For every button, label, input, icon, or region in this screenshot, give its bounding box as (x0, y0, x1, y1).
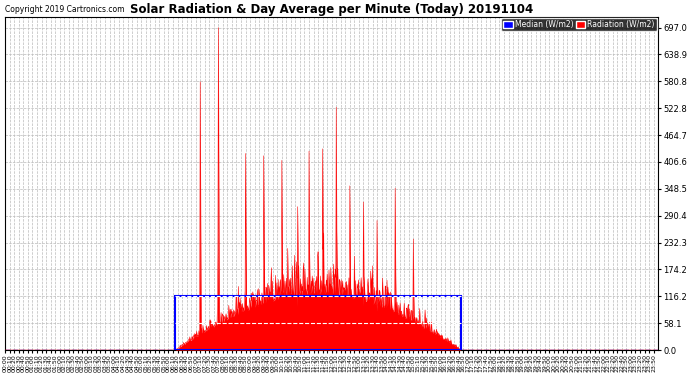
Title: Solar Radiation & Day Average per Minute (Today) 20191104: Solar Radiation & Day Average per Minute… (130, 3, 533, 16)
Bar (175, 296, 461, 350)
Legend: Median (W/m2), Radiation (W/m2): Median (W/m2), Radiation (W/m2) (501, 18, 657, 31)
Text: Copyright 2019 Cartronics.com: Copyright 2019 Cartronics.com (6, 4, 125, 13)
